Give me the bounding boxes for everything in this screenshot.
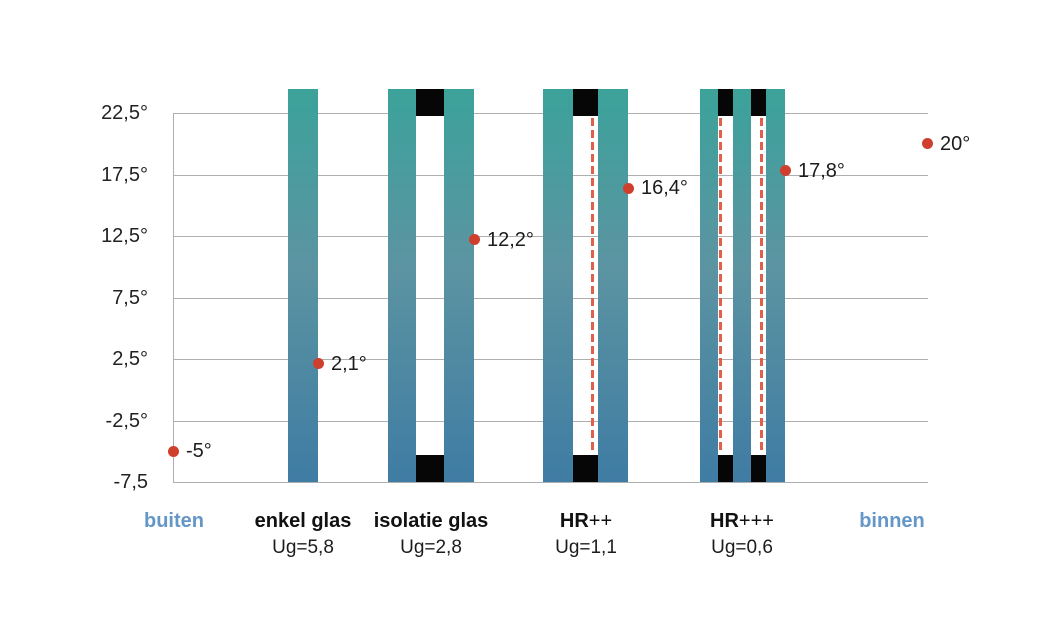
temperature-dot xyxy=(622,182,634,194)
temperature-dot xyxy=(779,165,791,177)
gridline xyxy=(173,482,928,483)
hr-coating-dashed-line xyxy=(760,118,763,451)
glazing-name-label: HR++ xyxy=(559,510,613,532)
spacer-bottom xyxy=(416,455,444,482)
y-axis-tick-label: -7,5 xyxy=(113,471,148,493)
glass-pane xyxy=(288,89,318,482)
glazing-name-suffix: ++ xyxy=(588,510,613,532)
temperature-value-label: 17,8° xyxy=(798,159,845,182)
hr-coating-dashed-line xyxy=(591,118,594,451)
glass-pane xyxy=(733,89,751,482)
spacer-bottom xyxy=(751,455,766,482)
ug-value-label: Ug=0,6 xyxy=(711,537,773,558)
category-label-buiten: buiten xyxy=(79,509,269,533)
glazing-name-label: HR+++ xyxy=(710,510,774,532)
spacer-top xyxy=(416,89,444,116)
y-axis-line xyxy=(173,113,174,482)
temperature-dot xyxy=(167,445,179,457)
category-label-hr-plus-plus-plus: HR+++ Ug=0,6 xyxy=(647,509,837,559)
category-label-hr-plus-plus: HR++ Ug=1,1 xyxy=(491,509,681,559)
glazing-name-suffix: +++ xyxy=(738,510,774,532)
zone-label: binnen xyxy=(859,510,925,532)
spacer-bottom xyxy=(573,455,598,482)
temperature-value-label: 20° xyxy=(940,132,971,155)
spacer-top xyxy=(573,89,598,116)
ug-value-label: Ug=2,8 xyxy=(400,537,462,558)
temperature-dot xyxy=(312,358,324,370)
glass-pane xyxy=(700,89,718,482)
temperature-value-label: -5° xyxy=(186,440,212,463)
y-axis-tick-label: 2,5° xyxy=(112,348,148,370)
temperature-value-label: 2,1° xyxy=(331,352,367,375)
y-axis-tick-label: 22,5° xyxy=(101,102,148,124)
glass-pane xyxy=(543,89,573,482)
y-axis-tick-label: 7,5° xyxy=(112,286,148,309)
temperature-value-label: 12,2° xyxy=(487,228,534,251)
y-axis-tick-label: -2,5° xyxy=(105,409,148,432)
temperature-dot xyxy=(921,138,933,150)
ug-value-label: Ug=1,1 xyxy=(555,537,617,558)
hr-coating-dashed-line xyxy=(719,118,722,451)
spacer-bottom xyxy=(718,455,733,482)
temperature-dot xyxy=(468,234,480,246)
category-label-isolatie-glas: isolatie glas Ug=2,8 xyxy=(336,509,526,559)
zone-label: buiten xyxy=(144,510,204,532)
glass-pane xyxy=(598,89,628,482)
temperature-value-label: 16,4° xyxy=(641,177,688,200)
glass-pane xyxy=(388,89,416,482)
y-axis-tick-label: 12,5° xyxy=(101,225,148,247)
glazing-name-label: isolatie glas xyxy=(373,510,489,532)
glass-pane xyxy=(766,89,785,482)
y-axis-tick-label: 17,5° xyxy=(101,163,148,186)
spacer-top xyxy=(751,89,766,116)
spacer-top xyxy=(718,89,733,116)
glazing-name-label: enkel glas xyxy=(254,510,352,532)
category-label-binnen: binnen xyxy=(797,509,987,533)
category-label-enkel-glas: enkel glas Ug=5,8 xyxy=(208,509,398,559)
glass-pane xyxy=(444,89,474,482)
ug-value-label: Ug=5,8 xyxy=(272,537,334,558)
